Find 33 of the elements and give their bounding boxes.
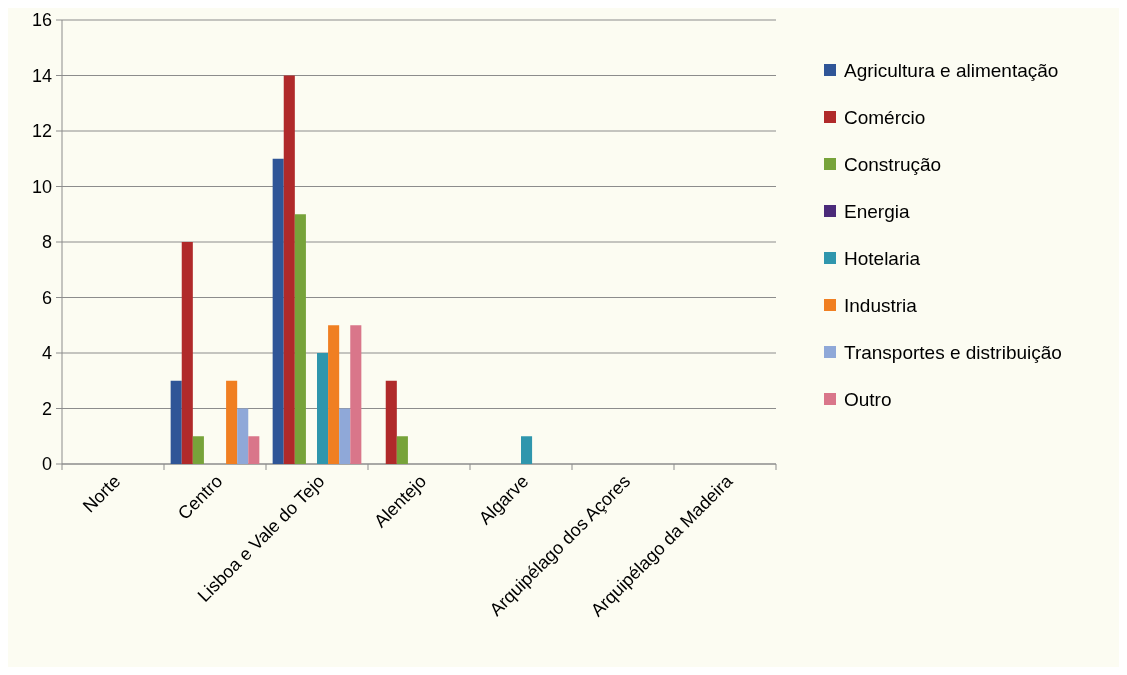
bar [192, 436, 204, 464]
bar [294, 214, 306, 464]
y-tick-label: 2 [41, 398, 52, 419]
bar [283, 75, 295, 464]
bar [237, 408, 249, 464]
bar [272, 158, 284, 464]
bar [248, 436, 260, 464]
legend-label: Industria [844, 294, 918, 316]
y-tick-label: 0 [41, 454, 52, 475]
bar [170, 380, 182, 464]
y-tick-label: 14 [31, 65, 52, 86]
bar [226, 380, 238, 464]
y-tick-label: 4 [41, 343, 52, 364]
legend-label: Construção [844, 153, 942, 175]
y-tick-label: 8 [41, 232, 52, 253]
legend-label: Transportes e distribuição [844, 341, 1062, 363]
bar [181, 242, 193, 464]
bar [328, 325, 340, 464]
bar [339, 408, 351, 464]
bar [385, 380, 397, 464]
y-tick-label: 16 [31, 10, 52, 31]
y-tick-label: 6 [41, 287, 52, 308]
legend-label: Hotelaria [844, 247, 921, 269]
bar [396, 436, 408, 464]
bar [317, 353, 329, 464]
legend-label: Comércio [844, 106, 926, 128]
legend-label: Agricultura e alimentação [844, 59, 1059, 81]
y-tick-label: 10 [31, 176, 52, 197]
legend-label: Outro [844, 388, 892, 410]
bar [521, 436, 533, 464]
y-tick-label: 12 [31, 121, 52, 142]
legend-label: Energia [844, 200, 910, 222]
bar [350, 325, 362, 464]
